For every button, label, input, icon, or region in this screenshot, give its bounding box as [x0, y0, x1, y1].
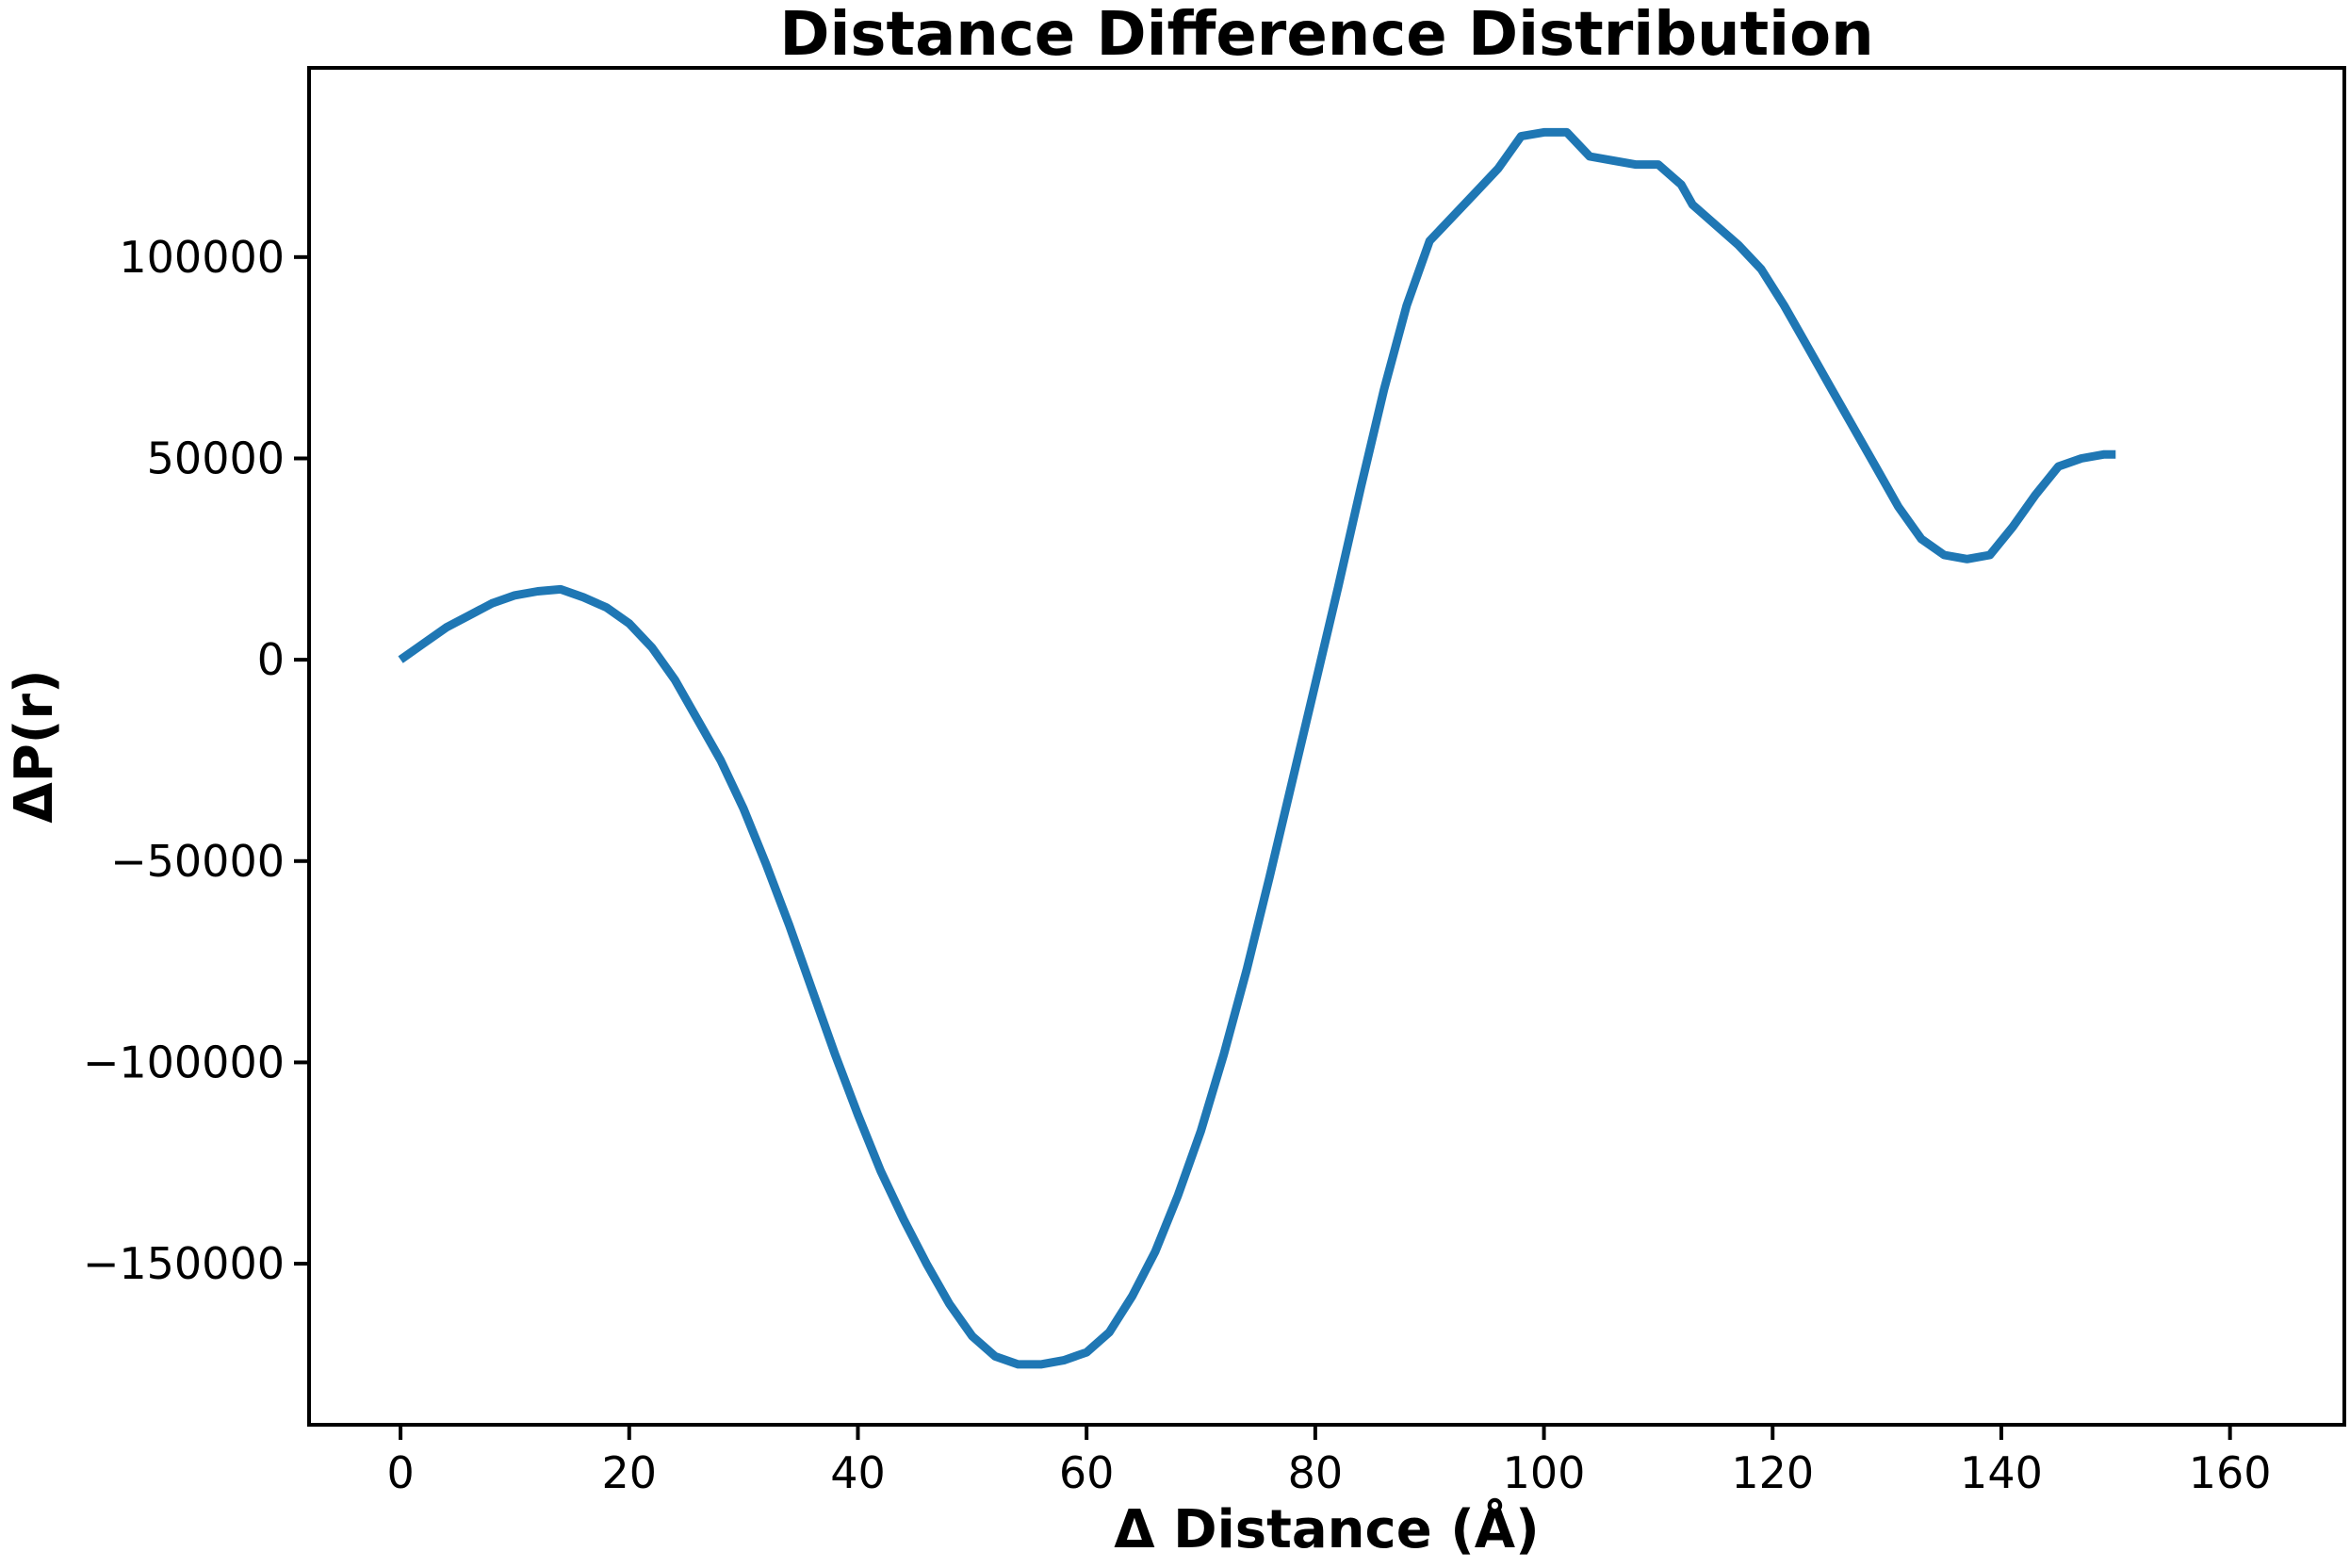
- y-tick-label: −150000: [83, 1238, 285, 1289]
- x-tick-label: 140: [1960, 1447, 2043, 1498]
- y-tick-label: 0: [257, 634, 285, 685]
- x-tick-label: 120: [1731, 1447, 1814, 1498]
- x-axis-label: Δ Distance (Å): [1114, 1498, 1539, 1560]
- y-axis-ticks: 100000 50000 0 −50000 −100000 −150000: [83, 232, 309, 1289]
- chart-title: Distance Difference Distribution: [779, 0, 1873, 70]
- x-tick-label: 100: [1503, 1447, 1586, 1498]
- x-tick-label: 60: [1059, 1447, 1115, 1498]
- y-tick-label: 50000: [147, 433, 285, 483]
- y-axis-label: ΔP(r): [4, 669, 65, 823]
- plot-area: [307, 66, 2346, 1427]
- series-line-delta-p: [398, 127, 2116, 1369]
- x-axis-ticks: 0 20 40 60 80 100 120 140 160: [386, 1425, 2272, 1498]
- y-tick-label: −100000: [83, 1037, 285, 1087]
- x-tick-label: 0: [386, 1447, 414, 1498]
- x-tick-label: 20: [602, 1447, 658, 1498]
- x-tick-label: 80: [1288, 1447, 1344, 1498]
- x-tick-label: 40: [830, 1447, 886, 1498]
- y-tick-label: 100000: [119, 232, 285, 283]
- y-tick-label: −50000: [110, 836, 285, 887]
- x-tick-label: 160: [2189, 1447, 2272, 1498]
- plot-frame: [307, 66, 2346, 1427]
